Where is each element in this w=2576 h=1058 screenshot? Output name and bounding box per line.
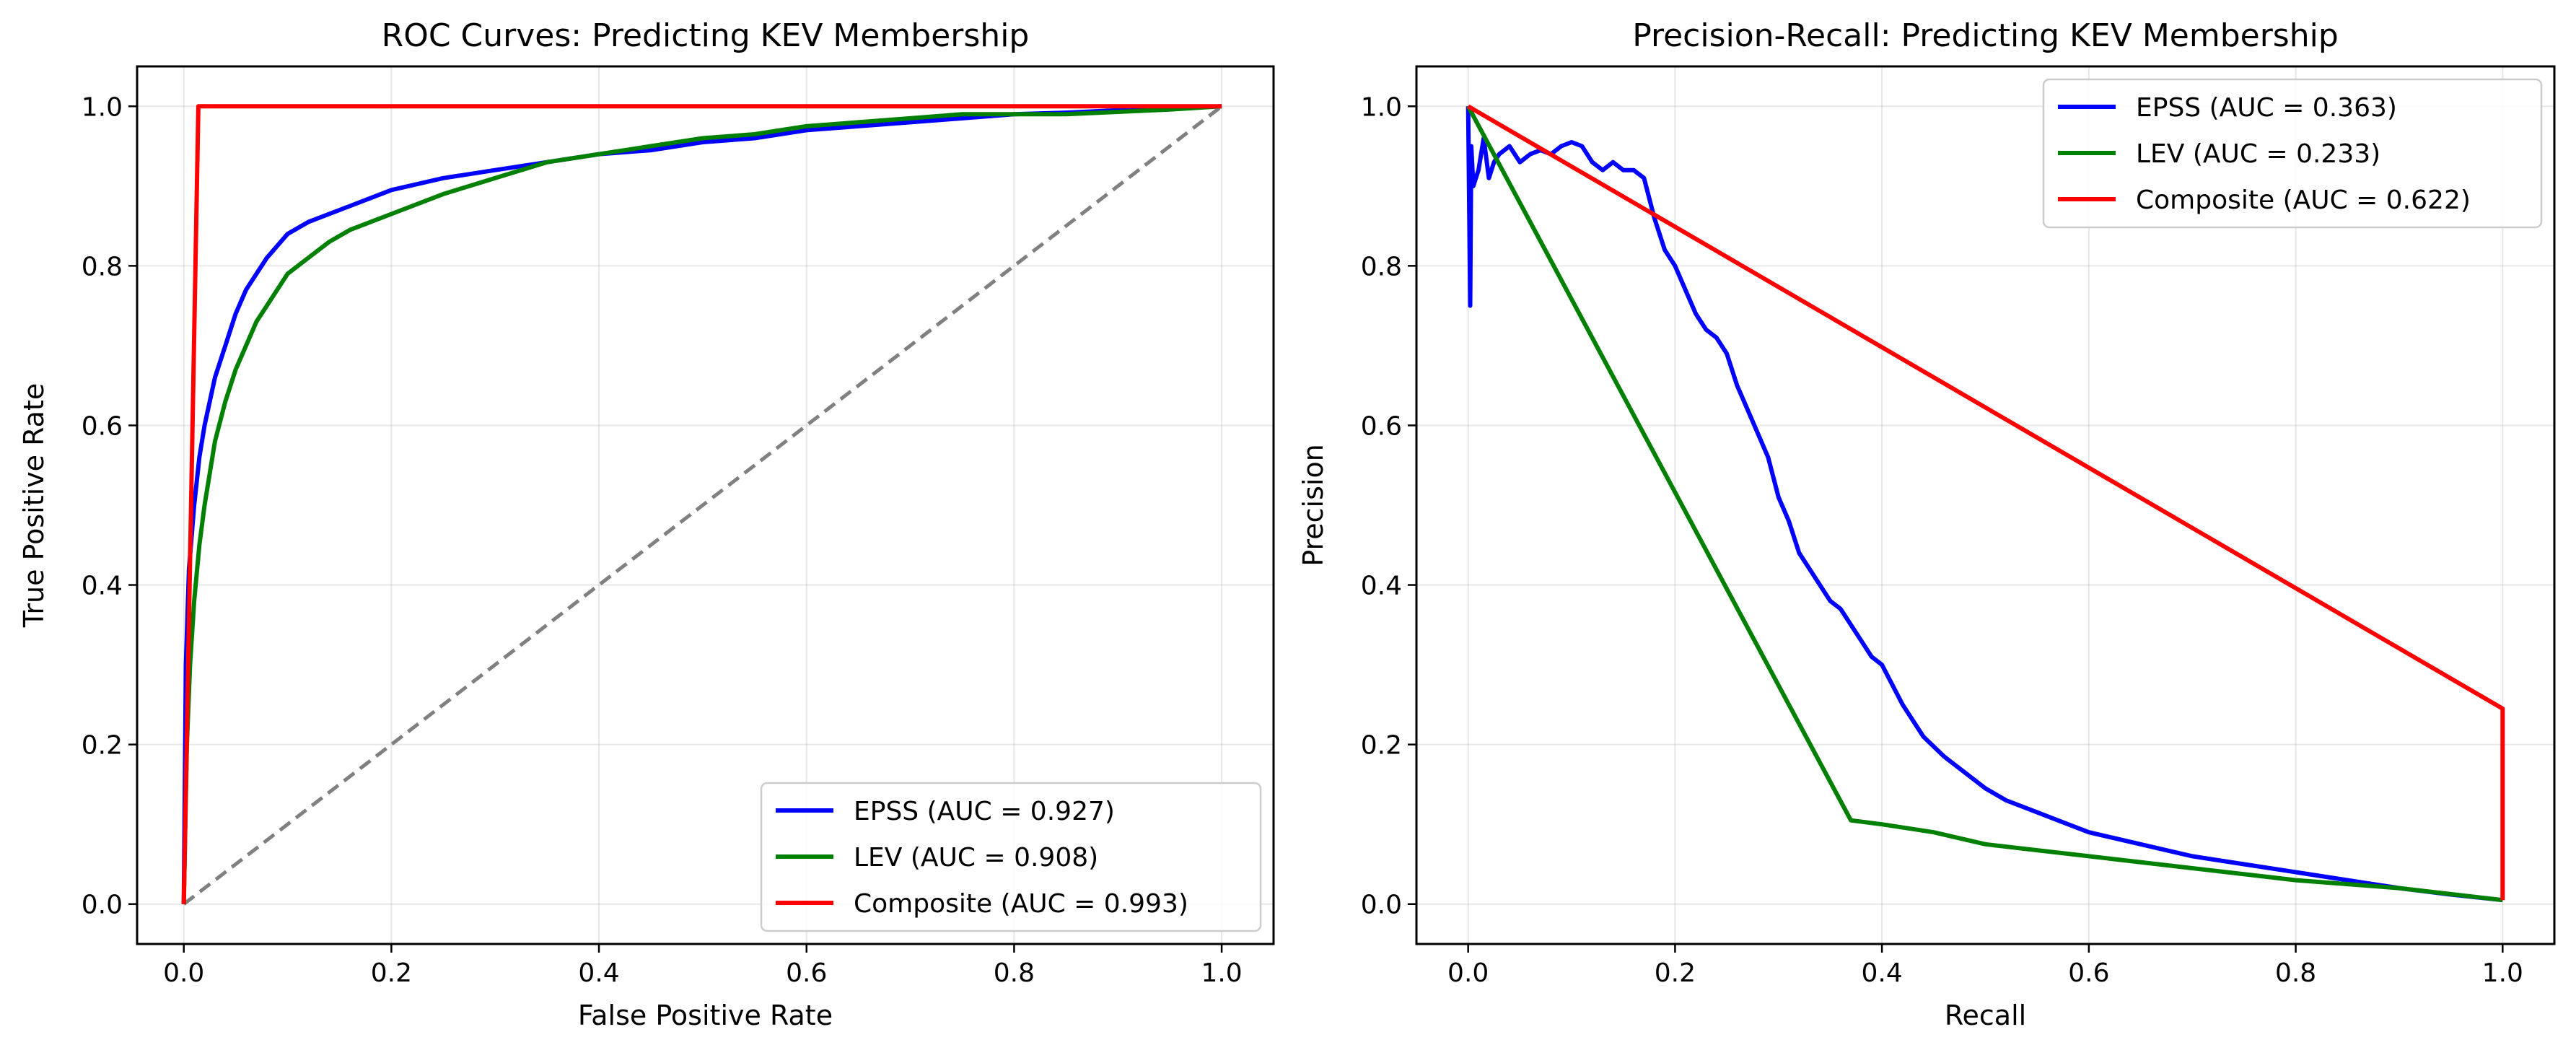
roc-ytick-label-1: 0.2 <box>82 731 123 761</box>
roc-xtick-label-1: 0.2 <box>371 958 412 988</box>
roc-ytick-label-0: 0.0 <box>82 891 123 920</box>
roc-series-line-0 <box>181 104 1222 904</box>
pr-ytick-label-1: 0.2 <box>1361 731 1402 761</box>
roc-xtick-label-2: 0.4 <box>578 958 619 988</box>
pr-legend: EPSS (AUC = 0.363) LEV (AUC = 0.233) Compo… <box>2042 78 2543 229</box>
pr-legend-label-1: LEV (AUC = 0.233) <box>2136 139 2380 169</box>
pr-legend-box <box>2042 78 2543 229</box>
roc-x-axis-label: False Positive Rate <box>578 1000 833 1031</box>
pr-series-line-2 <box>1467 104 2505 901</box>
pr-xtick-label-5: 1.0 <box>2482 958 2523 988</box>
roc-ytick-label-2: 0.4 <box>82 572 123 601</box>
pr-ytick-label-3: 0.6 <box>1361 411 1402 441</box>
roc-legend: EPSS (AUC = 0.927) LEV (AUC = 0.908) Compo… <box>760 782 1262 932</box>
pr-plot-frame <box>1415 65 2556 945</box>
pr-series-line-1 <box>1466 105 2503 903</box>
roc-legend-label-0: EPSS (AUC = 0.927) <box>854 797 1115 826</box>
roc-xtick-label-0: 0.0 <box>163 958 204 988</box>
pr-chart-title: Precision-Recall: Predicting KEV Members… <box>1632 17 2339 54</box>
roc-chance-line <box>183 105 1223 906</box>
roc-y-axis-label: True Positive Rate <box>18 383 50 629</box>
pr-ytick-label-0: 0.0 <box>1361 891 1402 920</box>
roc-legend-label-2: Composite (AUC = 0.993) <box>854 889 1188 919</box>
roc-xtick-label-3: 0.6 <box>786 958 827 988</box>
pr-ytick-label-2: 0.4 <box>1361 572 1402 601</box>
roc-xtick-label-5: 1.0 <box>1201 958 1242 988</box>
pr-ytick-label-5: 1.0 <box>1361 92 1402 122</box>
roc-legend-label-1: LEV (AUC = 0.908) <box>854 843 1098 873</box>
roc-series-line-2 <box>181 104 1222 904</box>
pr-legend-label-2: Composite (AUC = 0.622) <box>2136 185 2471 215</box>
pr-xtick-label-4: 0.8 <box>2275 958 2316 988</box>
pr-chart-panel: 0.0 0.2 0.4 0.6 0.8 1.0 0.0 0.2 0.4 0.6 0.8 1.0 Prec… <box>1297 17 2556 1031</box>
pr-y-axis-label: Precision <box>1297 444 1329 567</box>
roc-ytick-label-5: 1.0 <box>82 92 123 122</box>
roc-xtick-label-4: 0.8 <box>994 958 1035 988</box>
roc-ytick-label-3: 0.6 <box>82 411 123 441</box>
pr-series-line-0 <box>1466 106 2503 903</box>
roc-chart-panel: 0.0 0.2 0.4 0.6 0.8 1.0 0.0 0.2 0.4 0.6 0.8 1.0 ROC … <box>18 17 1275 1031</box>
pr-xtick-label-2: 0.4 <box>1862 958 1903 988</box>
pr-xtick-label-0: 0.0 <box>1447 958 1489 988</box>
pr-ytick-label-4: 0.8 <box>1361 252 1402 281</box>
pr-xtick-label-1: 0.2 <box>1655 958 1696 988</box>
pr-x-axis-label: Recall <box>1945 1000 2026 1031</box>
roc-legend-box <box>760 782 1262 932</box>
roc-plot-frame <box>136 65 1275 945</box>
pr-legend-label-0: EPSS (AUC = 0.363) <box>2136 93 2397 123</box>
pr-xtick-label-3: 0.6 <box>2068 958 2109 988</box>
roc-series-line-1 <box>181 104 1222 904</box>
roc-ytick-label-4: 0.8 <box>82 252 123 281</box>
roc-chart-title: ROC Curves: Predicting KEV Membership <box>382 17 1030 54</box>
